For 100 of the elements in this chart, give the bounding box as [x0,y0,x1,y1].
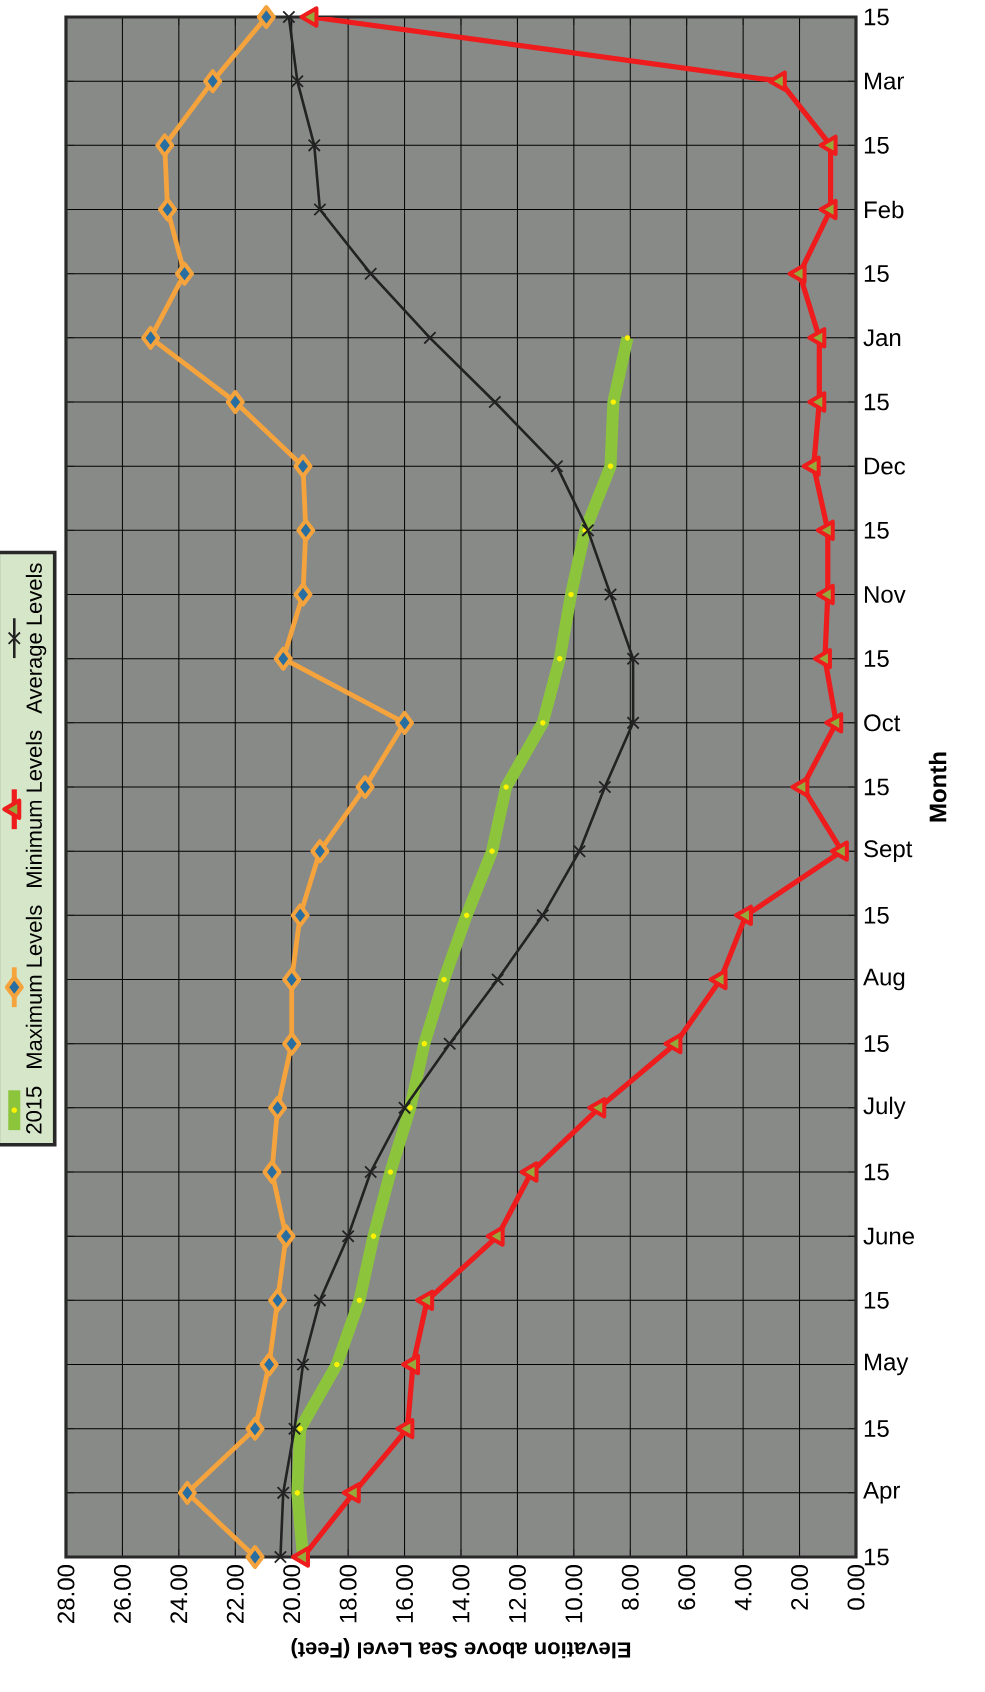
y-tick-label: 15 [864,265,889,283]
x-tick-label: 10.00 [565,1565,583,1623]
point [572,844,587,858]
point [296,1357,310,1372]
point [818,134,838,157]
y-tick-label: 15 [864,8,889,26]
point [313,1293,327,1307]
point [398,1101,412,1115]
x-tick-label: 28.00 [57,1565,75,1623]
point [491,972,505,987]
legend-label: Average Levels [25,563,47,714]
point [293,582,313,607]
y-tick-label: 15 [864,650,889,668]
point [296,518,316,543]
y-tick-label: July [863,1096,906,1120]
point [177,1480,197,1505]
x-tick-label: 24.00 [170,1565,188,1623]
point [708,968,728,991]
point [341,1229,355,1243]
point [262,1160,282,1185]
point [282,967,302,992]
y-tick-label: 15 [864,1291,889,1309]
point [485,1225,505,1247]
y-tick-label: Oct [864,714,901,732]
point [245,1545,265,1570]
x-tick-label: 8.00 [621,1565,639,1610]
point [282,10,296,24]
y-tick-label: Nov [865,586,906,603]
y-tick-label: 15 [864,393,889,411]
point [364,267,378,281]
y-tick-label: 15 [864,778,889,796]
point [259,1352,279,1377]
y-tick-label: 15 [864,1420,889,1438]
y-tick-label: 15 [864,521,889,539]
y-tick-label: Sept [864,840,913,863]
point [598,780,612,794]
x-axis-title: Elevation above Sea Level (Feet) [291,1637,631,1659]
y-tick-label: 15 [864,1163,889,1181]
y-tick-label: June [863,1227,914,1245]
legend-label: Maximum Levels [25,905,42,1068]
point [287,1422,302,1436]
point [225,390,245,415]
point [550,459,564,473]
point [273,1550,287,1564]
point [790,776,810,798]
y-tick-label: Dec [865,457,906,475]
point [519,1161,539,1183]
point [203,69,223,94]
point [587,1097,607,1119]
x-tick-label: 22.00 [226,1565,244,1623]
point [818,198,838,221]
point [364,1165,378,1179]
point [815,583,835,606]
legend-label: 2015 [26,1086,42,1134]
point [815,519,835,542]
x-tick-label: 20.00 [283,1565,301,1623]
y-tick-label: 15 [864,1548,889,1566]
point [415,1289,435,1312]
point [268,1288,288,1313]
y-tick-label: 15 [864,136,889,154]
point [313,202,327,217]
point [273,646,293,671]
point [268,1095,288,1120]
point [307,138,321,152]
y-tick-label: Apr [863,1482,900,1504]
point [824,712,844,734]
x-tick-label: 0.00 [847,1565,865,1610]
point [663,1033,683,1055]
x-tick-label: 12.00 [508,1565,526,1623]
point [807,327,827,349]
point [290,74,304,88]
point [807,391,827,413]
point [536,908,550,922]
x-tick-label: 2.00 [791,1565,809,1610]
x-tick-label: 26.00 [113,1565,131,1623]
point [767,70,787,92]
point [256,5,276,30]
point [290,903,310,928]
point [282,1031,302,1056]
y-tick-label: 15 [864,906,889,924]
point [395,710,415,735]
point [626,716,640,730]
y-tick-label: Aug [863,968,905,991]
point [829,840,849,862]
point [812,648,832,670]
y-tick-label: Feb [865,200,904,219]
point [401,1353,421,1376]
point [174,261,194,286]
legend-label: Minimum Levels [25,730,42,887]
point [293,454,313,479]
y-tick-label: 15 [864,1035,889,1053]
point [443,1037,457,1051]
y-axis-title: Month [928,752,947,822]
y-tick-label: Jan [863,329,901,347]
x-tick-label: 6.00 [678,1565,696,1610]
x-tick-label: 4.00 [734,1565,752,1611]
point [733,904,753,926]
y-tick-label: May [865,1353,909,1376]
x-tick-label: 14.00 [452,1565,470,1623]
point [276,1224,296,1249]
